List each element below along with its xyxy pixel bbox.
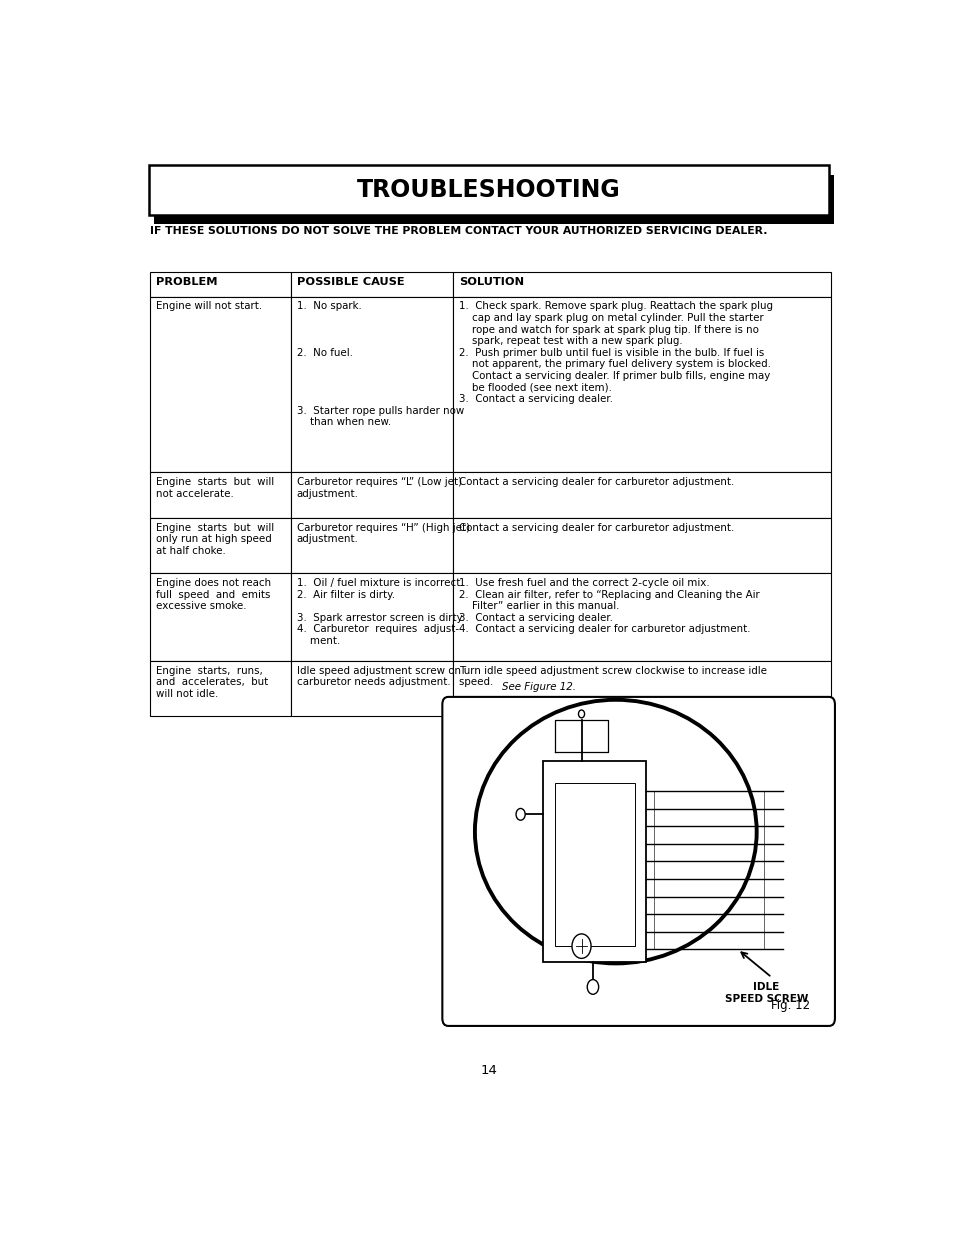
Bar	[453, 661, 830, 716]
Text: Fig. 12: Fig. 12	[770, 999, 809, 1011]
Bar	[291, 296, 453, 473]
Bar	[291, 573, 453, 661]
Circle shape	[516, 809, 524, 820]
Text: Engine  starts  but  will
only run at high speed
at half choke.: Engine starts but will only run at high …	[156, 522, 274, 556]
Text: Carburetor requires “L” (Low jet)
adjustment.: Carburetor requires “L” (Low jet) adjust…	[296, 477, 461, 499]
Bar	[151, 296, 291, 473]
Text: TROUBLESHOOTING: TROUBLESHOOTING	[356, 178, 620, 203]
Bar	[453, 296, 830, 473]
Bar	[149, 165, 828, 215]
Bar	[291, 272, 453, 296]
Text: Idle speed adjustment screw on
carburetor needs adjustment.: Idle speed adjustment screw on carbureto…	[296, 666, 460, 687]
Text: Contact a servicing dealer for carburetor adjustment.: Contact a servicing dealer for carbureto…	[459, 477, 734, 488]
Bar	[151, 519, 291, 573]
Circle shape	[587, 979, 598, 994]
Bar	[555, 783, 634, 946]
Bar	[151, 573, 291, 661]
Bar	[453, 272, 830, 296]
Bar	[153, 175, 833, 225]
Bar	[151, 661, 291, 716]
Circle shape	[572, 934, 591, 958]
Text: Engine will not start.: Engine will not start.	[156, 301, 262, 311]
Text: 1.  Check spark. Remove spark plug. Reattach the spark plug
    cap and lay spar: 1. Check spark. Remove spark plug. Reatt…	[459, 301, 773, 404]
Text: Engine  starts,  runs,
and  accelerates,  but
will not idle.: Engine starts, runs, and accelerates, bu…	[156, 666, 268, 699]
Bar	[151, 473, 291, 519]
Text: PROBLEM: PROBLEM	[156, 277, 217, 287]
Text: Engine  starts  but  will
not accelerate.: Engine starts but will not accelerate.	[156, 477, 274, 499]
Text: POSSIBLE CAUSE: POSSIBLE CAUSE	[296, 277, 404, 287]
Text: 14: 14	[480, 1065, 497, 1077]
Bar	[291, 519, 453, 573]
Text: 1.  No spark.



2.  No fuel.




3.  Starter rope pulls harder now
    than whe: 1. No spark. 2. No fuel. 3. Starter rope…	[296, 301, 463, 427]
Text: Turn idle speed adjustment screw clockwise to increase idle
speed.: Turn idle speed adjustment screw clockwi…	[459, 666, 766, 687]
Bar	[291, 661, 453, 716]
Text: IDLE
SPEED SCREW: IDLE SPEED SCREW	[723, 982, 807, 1004]
Bar	[453, 519, 830, 573]
Text: IF THESE SOLUTIONS DO NOT SOLVE THE PROBLEM CONTACT YOUR AUTHORIZED SERVICING DE: IF THESE SOLUTIONS DO NOT SOLVE THE PROB…	[151, 226, 767, 236]
FancyBboxPatch shape	[442, 697, 834, 1026]
Bar	[543, 761, 645, 962]
Text: SOLUTION: SOLUTION	[459, 277, 524, 287]
Bar	[291, 473, 453, 519]
Bar	[151, 272, 291, 296]
Bar	[453, 473, 830, 519]
Circle shape	[578, 710, 584, 718]
Text: Engine does not reach
full  speed  and  emits
excessive smoke.: Engine does not reach full speed and emi…	[156, 578, 271, 611]
Text: Carburetor requires “H” (High jet)
adjustment.: Carburetor requires “H” (High jet) adjus…	[296, 522, 469, 545]
Text: 1.  Use fresh fuel and the correct 2-cycle oil mix.
2.  Clean air filter, refer : 1. Use fresh fuel and the correct 2-cycl…	[459, 578, 760, 635]
Bar	[453, 573, 830, 661]
Text: Contact a servicing dealer for carburetor adjustment.: Contact a servicing dealer for carbureto…	[459, 522, 734, 532]
Text: See Figure 12.: See Figure 12.	[501, 682, 576, 692]
Text: 1.  Oil / fuel mixture is incorrect.
2.  Air filter is dirty.

3.  Spark arresto: 1. Oil / fuel mixture is incorrect. 2. A…	[296, 578, 464, 646]
